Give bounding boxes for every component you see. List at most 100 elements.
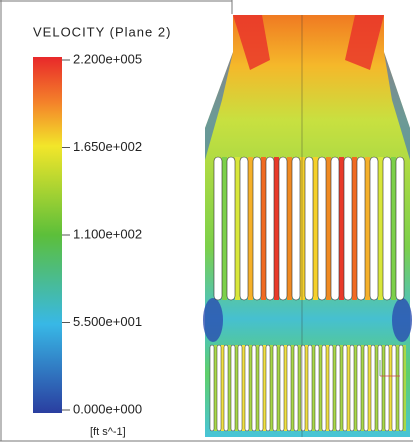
jet: [361, 345, 364, 431]
legend-unit: [ft s^-1]: [90, 426, 126, 438]
jet: [291, 345, 294, 431]
low-zone: [392, 298, 412, 342]
jet: [298, 345, 301, 431]
slot: [307, 344, 313, 432]
slot: [328, 344, 334, 432]
legend-title: VELOCITY (Plane 2): [33, 24, 171, 39]
jet: [326, 157, 331, 300]
slot: [317, 156, 327, 301]
jet: [214, 345, 217, 431]
slot: [370, 344, 376, 432]
slot: [265, 156, 275, 301]
slot: [244, 344, 250, 432]
jet: [326, 345, 329, 431]
slot: [265, 344, 271, 432]
hot-zone: [233, 15, 270, 70]
legend-label: 1.650e+002: [73, 139, 142, 154]
jet: [368, 345, 371, 431]
slot: [330, 156, 340, 301]
slot: [356, 156, 366, 301]
legend-label: 1.100e+002: [73, 226, 142, 241]
jet: [228, 345, 231, 431]
slot: [252, 156, 262, 301]
slot: [226, 156, 236, 301]
slot: [304, 156, 314, 301]
slot: [391, 344, 397, 432]
jet: [261, 157, 266, 300]
hot-zone: [345, 15, 384, 70]
jet: [313, 157, 318, 300]
slot: [272, 344, 278, 432]
jet: [242, 345, 245, 431]
jet: [403, 345, 406, 431]
slot: [258, 344, 264, 432]
jet: [235, 345, 238, 431]
slot: [213, 156, 223, 301]
low-zone: [205, 52, 233, 160]
low-zone: [203, 298, 223, 342]
jet: [305, 345, 308, 431]
jet: [354, 345, 357, 431]
jet: [235, 157, 240, 300]
jet: [277, 345, 280, 431]
jet: [389, 345, 392, 431]
slot: [239, 156, 249, 301]
slot: [384, 344, 390, 432]
jet: [347, 345, 350, 431]
slot: [251, 344, 257, 432]
jet: [333, 345, 336, 431]
jet: [263, 345, 266, 431]
slot: [343, 156, 353, 301]
legend-label: 5.500e+001: [73, 314, 142, 329]
slot: [314, 344, 320, 432]
slot: [335, 344, 341, 432]
slot: [369, 156, 379, 301]
jet: [300, 157, 305, 300]
slot: [216, 344, 222, 432]
slot: [363, 344, 369, 432]
slot: [356, 344, 362, 432]
jet: [396, 345, 399, 431]
jet: [378, 157, 383, 300]
slot: [342, 344, 348, 432]
slot: [237, 344, 243, 432]
slot: [230, 344, 236, 432]
jet: [284, 345, 287, 431]
jet: [375, 345, 378, 431]
slot: [286, 344, 292, 432]
jet: [352, 157, 357, 300]
legend-label: 0.000e+000: [73, 401, 142, 416]
slot: [300, 344, 306, 432]
jet: [249, 345, 252, 431]
slot: [223, 344, 229, 432]
jet: [312, 345, 315, 431]
jet: [274, 157, 279, 300]
slot: [398, 344, 404, 432]
jet: [221, 345, 224, 431]
slot: [278, 156, 288, 301]
slot: [293, 344, 299, 432]
jet: [365, 157, 370, 300]
slot: [395, 156, 405, 301]
jet: [339, 157, 344, 300]
slot: [209, 344, 215, 432]
slot: [382, 156, 392, 301]
slot: [377, 344, 383, 432]
low-zone: [384, 52, 410, 160]
jet: [270, 345, 273, 431]
jet: [287, 157, 292, 300]
color-bar: [33, 57, 62, 413]
jet: [340, 345, 343, 431]
slot: [291, 156, 301, 301]
slot: [349, 344, 355, 432]
slot: [279, 344, 285, 432]
jet: [222, 157, 227, 300]
slot: [321, 344, 327, 432]
jet: [391, 157, 396, 300]
jet: [248, 157, 253, 300]
jet: [382, 345, 385, 431]
jet: [256, 345, 259, 431]
jet: [319, 345, 322, 431]
